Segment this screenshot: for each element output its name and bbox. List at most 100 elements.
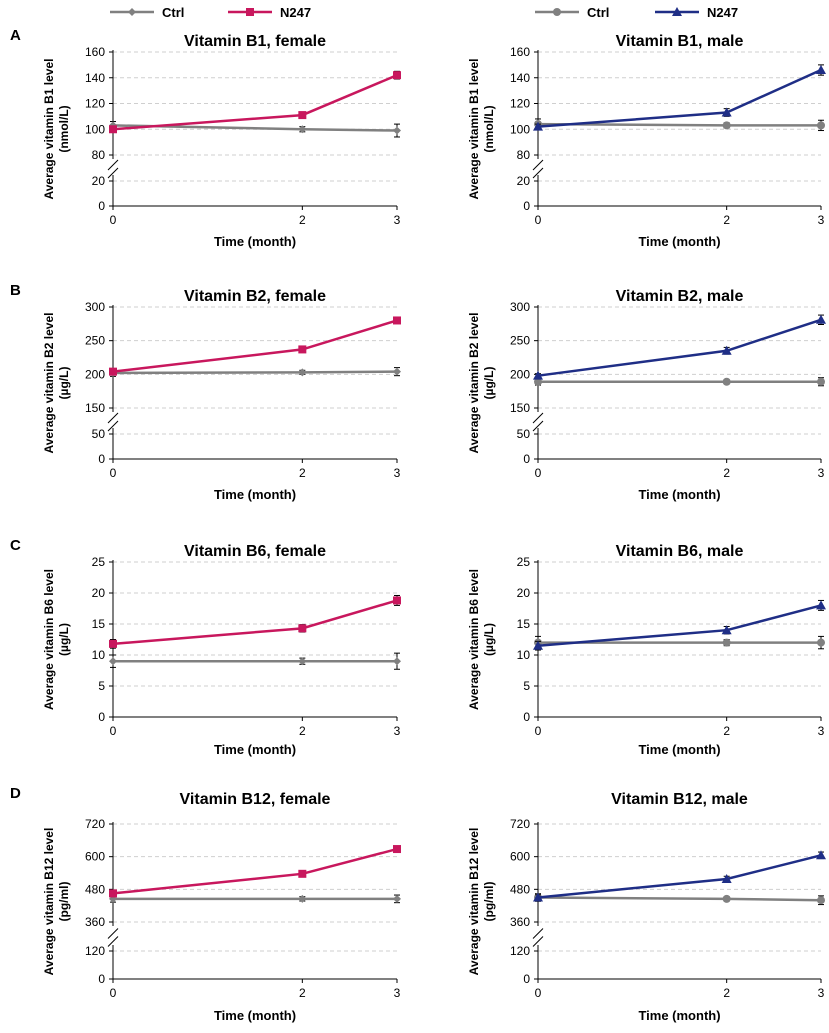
data-point-n247	[721, 625, 732, 635]
y-tick-label: 160	[85, 45, 105, 59]
y-axis-label-line2: (pg/ml)	[57, 882, 71, 922]
x-axis-label: Time (month)	[214, 234, 296, 249]
y-axis-label-line2: (µg/L)	[482, 367, 496, 400]
data-point-ctrl	[722, 894, 731, 903]
series-line-n247	[537, 604, 822, 647]
chart-panel: D Vitamin B12, female 0 120 360 480 600 720 0 2 3 T…	[10, 785, 401, 1023]
panel-letter: D	[10, 785, 21, 802]
y-tick-label: 0	[523, 710, 530, 724]
y-axis-label: Average vitamin B6 level(µg/L)	[467, 569, 496, 710]
x-tick-label: 2	[723, 724, 730, 738]
x-axis-label: Time (month)	[638, 742, 720, 757]
y-tick-label: 20	[517, 586, 531, 600]
y-tick-label: 250	[510, 334, 530, 348]
series-line-ctrl	[112, 370, 398, 375]
legend-label: N247	[707, 5, 738, 20]
x-tick-label: 3	[394, 724, 401, 738]
data-point-n247	[721, 873, 732, 883]
series-line-ctrl	[537, 896, 822, 902]
y-tick-label: 150	[510, 401, 530, 415]
data-point-ctrl	[298, 125, 307, 134]
legend-marker-square	[246, 8, 254, 16]
data-point-n247	[298, 111, 307, 120]
data-point-ctrl	[817, 377, 825, 386]
legend-label: N247	[280, 5, 311, 20]
data-point-ctrl	[534, 377, 542, 386]
chart-panel: A Vitamin B1, female 0 20 80 100 120 140 160 0 2 3 T…	[10, 27, 401, 249]
axis-break-mark	[532, 420, 544, 432]
y-axis-label: Average vitamin B6 level(µg/L)	[42, 569, 71, 710]
y-tick-label: 10	[92, 648, 106, 662]
data-point-n247	[816, 65, 826, 75]
y-tick-label: 600	[85, 850, 105, 864]
axis-break-mark	[107, 420, 119, 432]
x-tick-label: 3	[818, 986, 825, 1000]
x-tick-label: 2	[723, 213, 730, 227]
legend-left: Ctrl N247	[110, 5, 311, 20]
legend-label: Ctrl	[587, 5, 609, 20]
data-point-n247	[816, 314, 826, 324]
data-point-ctrl	[817, 121, 825, 130]
series-line-n247	[112, 319, 398, 373]
y-tick-label: 140	[85, 71, 105, 85]
data-point-n247	[533, 121, 543, 131]
y-tick-label: 480	[85, 882, 105, 896]
chart-panel: Vitamin B1, male 0 20 80 100 120 140 160 0 2 3 Time…	[467, 33, 826, 249]
y-tick-label: 300	[510, 300, 530, 314]
x-tick-label: 2	[299, 213, 306, 227]
series-line-n247	[537, 318, 822, 377]
chart-title: Vitamin B12, female	[180, 791, 331, 808]
y-axis-label: Average vitamin B2 level(µg/L)	[467, 313, 496, 454]
y-tick-label: 360	[510, 915, 530, 929]
chart-panel: Vitamin B12, male 0 120 360 480 600 720 0 2 3 Time…	[467, 791, 826, 1023]
x-axis-label: Time (month)	[214, 742, 296, 757]
y-axis-label-line2: (pg/ml)	[482, 882, 496, 922]
data-point-n247	[721, 107, 732, 117]
data-point-n247	[298, 345, 307, 354]
y-tick-label: 480	[510, 882, 530, 896]
series-line-n247	[537, 854, 822, 899]
data-point-ctrl	[298, 894, 307, 903]
y-tick-label: 20	[92, 586, 106, 600]
y-axis-label-line2: (µg/L)	[57, 623, 71, 656]
y-tick-label: 0	[98, 199, 105, 213]
data-point-n247	[816, 600, 826, 610]
chart-title: Vitamin B2, female	[184, 288, 326, 305]
x-axis-label: Time (month)	[638, 234, 720, 249]
data-point-n247	[533, 892, 543, 902]
chart-panel: B Vitamin B2, female 0 50 150 200 250 300 0 2 3 Tim…	[10, 282, 401, 502]
legend-marker-circle	[553, 8, 561, 16]
x-tick-label: 0	[110, 466, 117, 480]
panel-letter: C	[10, 537, 21, 554]
data-point-n247	[109, 889, 117, 898]
y-tick-label: 100	[85, 122, 105, 136]
y-tick-label: 0	[523, 199, 530, 213]
x-tick-label: 3	[818, 724, 825, 738]
y-tick-label: 25	[92, 555, 106, 569]
data-point-ctrl	[817, 896, 825, 905]
x-axis-label: Time (month)	[214, 1008, 296, 1023]
y-tick-label: 160	[510, 45, 530, 59]
chart-title: Vitamin B6, female	[184, 543, 326, 560]
y-axis-label: Average vitamin B1 level(nmol/L)	[42, 59, 71, 200]
y-tick-label: 600	[510, 850, 530, 864]
y-tick-label: 0	[98, 972, 105, 986]
y-axis-label: Average vitamin B12 level(pg/ml)	[42, 828, 71, 976]
y-tick-label: 15	[517, 617, 531, 631]
x-tick-label: 0	[535, 466, 542, 480]
x-tick-label: 0	[535, 724, 542, 738]
axis-break-mark	[107, 167, 119, 179]
y-axis-label-line1: Average vitamin B2 level	[467, 313, 481, 454]
axis-break-mark	[532, 159, 544, 171]
x-tick-label: 0	[535, 986, 542, 1000]
y-tick-label: 25	[517, 555, 531, 569]
y-axis-label-line2: (nmol/L)	[57, 105, 71, 152]
x-tick-label: 3	[818, 213, 825, 227]
y-axis-label: Average vitamin B12 level(pg/ml)	[467, 828, 496, 976]
series-line-n247	[537, 68, 822, 128]
data-point-ctrl	[817, 638, 825, 647]
legend-marker-diamond	[128, 8, 136, 16]
x-tick-label: 2	[723, 986, 730, 1000]
y-tick-label: 720	[510, 817, 530, 831]
